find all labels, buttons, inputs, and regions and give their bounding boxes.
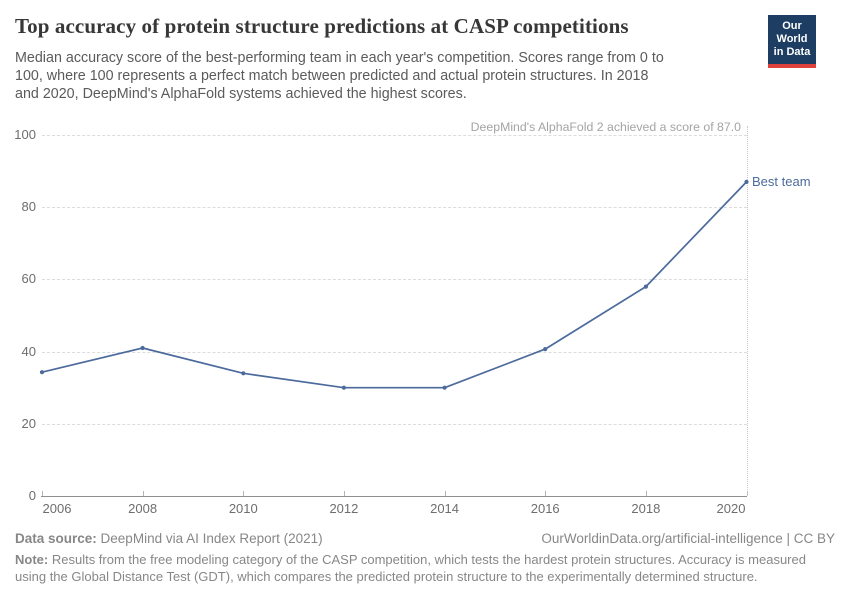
x-tick-2006 — [42, 491, 43, 496]
x-axis-label-2018: 2018 — [631, 501, 661, 516]
y-gridline-60 — [42, 279, 747, 281]
data-point-2016 — [543, 347, 548, 352]
y-gridline-80 — [42, 207, 747, 209]
y-gridline-40 — [42, 351, 747, 353]
data-point-2018 — [643, 284, 649, 289]
data-source-value: DeepMind via AI Index Report (2021) — [100, 531, 323, 546]
x-axis-label-2014: 2014 — [430, 501, 460, 516]
alphafold-annotation: DeepMind's AlphaFold 2 achieved a score … — [467, 120, 744, 134]
data-point-2006 — [39, 370, 45, 375]
data-source: Data source: DeepMind via AI Index Repor… — [15, 531, 323, 546]
y-gridline-20 — [42, 423, 747, 425]
y-axis-label-20: 20 — [21, 415, 36, 431]
x-axis-label-2016: 2016 — [530, 501, 560, 516]
x-tick-2018 — [645, 491, 647, 496]
x-tick-2008 — [142, 491, 144, 496]
series-end-label: Best team — [752, 173, 811, 189]
chart-title: Top accuracy of protein structure predic… — [15, 14, 629, 38]
data-source-label: Data source: — [15, 531, 97, 546]
series-line-best-team — [41, 181, 748, 389]
y-axis-label-100: 100 — [14, 127, 36, 142]
footer-note-label: Note: — [15, 552, 49, 567]
data-point-2010 — [241, 371, 246, 376]
owid-logo-line2: in Data — [773, 46, 811, 59]
y-axis-label-0: 0 — [28, 488, 36, 503]
y-gridline-100 — [42, 135, 747, 136]
y-axis-label-60: 60 — [21, 271, 36, 287]
x-axis-label-2006: 2006 — [42, 501, 72, 516]
owid-logo-line1: Our World — [776, 20, 808, 46]
projection-dotted-line — [747, 126, 748, 496]
data-point-2008 — [140, 345, 145, 351]
data-point-2012 — [341, 385, 346, 390]
citation-link[interactable]: OurWorldinData.org/artificial-intelligen… — [541, 531, 835, 546]
footer-source-row: Data source: DeepMind via AI Index Repor… — [15, 531, 835, 546]
x-axis-label-2020: 2020 — [716, 501, 746, 516]
x-axis-label-2008: 2008 — [128, 501, 158, 516]
x-axis-label-2012: 2012 — [329, 501, 359, 516]
x-axis-label-2010: 2010 — [228, 501, 258, 516]
x-axis-line — [41, 496, 747, 497]
x-tick-2010 — [243, 491, 245, 496]
data-point-2014 — [442, 385, 447, 390]
x-tick-2014 — [444, 491, 446, 496]
chart-subtitle: Median accuracy score of the best-perfor… — [15, 50, 664, 102]
footer-note-text: Results from the free modeling category … — [15, 552, 806, 585]
footer-note: Note: Results from the free modeling cat… — [15, 551, 837, 586]
x-tick-2016 — [545, 491, 547, 496]
owid-logo[interactable]: Our World in Data — [768, 15, 816, 68]
y-axis-label-80: 80 — [21, 199, 36, 215]
x-tick-2012 — [343, 491, 345, 496]
y-axis-label-40: 40 — [21, 343, 36, 359]
